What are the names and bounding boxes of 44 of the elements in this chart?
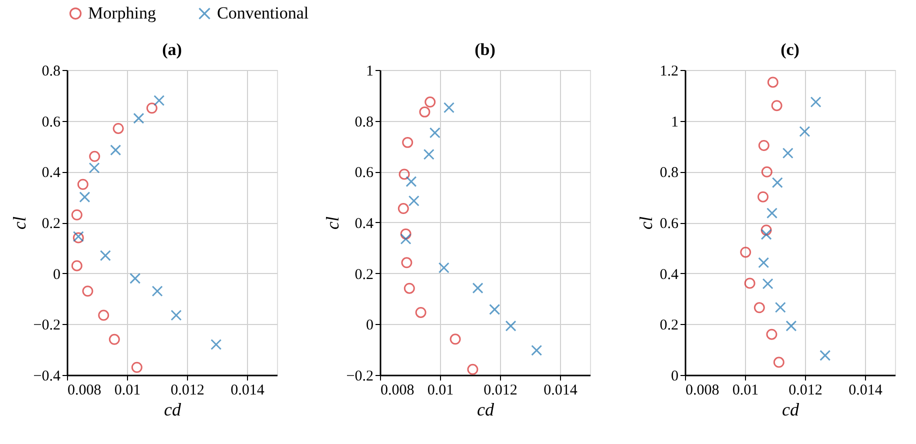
x-axis-title: cd (782, 400, 800, 420)
x-tick-label: 0.008 (68, 382, 102, 398)
x-axis-title: cd (477, 400, 495, 420)
y-axis-title: cl (322, 216, 342, 230)
chart-title: (c) (780, 40, 800, 59)
y-tick-label: 0.6 (354, 165, 374, 182)
x-tick-label: 0.012 (788, 382, 822, 398)
y-tick-label: 0 (366, 318, 374, 334)
x-tick-label: 0.008 (686, 382, 720, 398)
y-tick-label: 0.8 (42, 64, 60, 80)
y-tick-label: 0 (671, 368, 678, 384)
y-tick-label: 0.6 (42, 114, 61, 130)
x-tick-label: 0.012 (484, 382, 518, 398)
y-tick-label: 0.6 (660, 216, 679, 232)
x-tick-label: 0.01 (427, 382, 454, 398)
y-tick-label: 0.4 (354, 216, 374, 232)
y-tick-label: −0.4 (33, 368, 61, 384)
y-tick-label: 0.8 (354, 114, 374, 130)
legend-label: Morphing (88, 4, 156, 23)
y-tick-label: 0.8 (660, 165, 678, 182)
y-tick-label: 1 (671, 114, 678, 130)
y-tick-label: −0.2 (33, 318, 60, 334)
y-tick-label: 0.2 (42, 216, 60, 232)
x-tick-label: 0.014 (848, 382, 883, 398)
chart-title: (b) (474, 40, 496, 59)
chart-title: (a) (162, 40, 182, 59)
x-tick-label: 0.012 (170, 382, 204, 398)
y-tick-label: 0 (53, 266, 60, 283)
legend-label: Conventional (217, 4, 309, 23)
y-tick-label: 0.4 (42, 165, 61, 182)
y-axis-title: cl (636, 216, 656, 230)
x-tick-label: 0.008 (380, 382, 414, 398)
x-tick-label: 0.014 (544, 382, 578, 398)
x-tick-label: 0.01 (114, 382, 141, 398)
y-tick-label: 0.4 (660, 266, 679, 283)
x-axis-title: cd (164, 400, 182, 420)
y-tick-label: −0.2 (346, 368, 374, 384)
y-tick-label: 1 (366, 64, 374, 80)
x-tick-label: 0.014 (230, 382, 265, 398)
y-tick-label: 0.2 (354, 266, 374, 283)
y-tick-label: 1.2 (660, 64, 678, 80)
y-tick-label: 0.2 (660, 318, 678, 334)
x-tick-label: 0.01 (732, 382, 759, 398)
y-axis-title: cl (9, 216, 30, 230)
